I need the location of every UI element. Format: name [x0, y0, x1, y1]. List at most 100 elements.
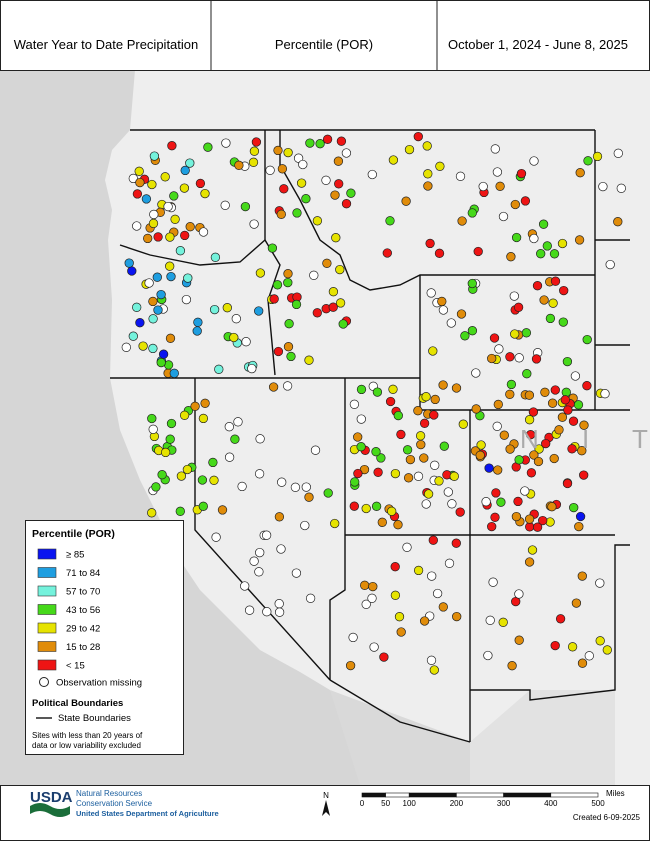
site-marker	[276, 209, 286, 219]
site-marker	[240, 201, 251, 212]
site-marker	[541, 438, 551, 449]
site-marker	[341, 199, 352, 209]
site-marker	[221, 138, 231, 148]
site-marker	[301, 194, 311, 204]
site-marker	[527, 545, 538, 555]
site-marker	[510, 329, 520, 339]
site-marker	[360, 580, 370, 590]
site-marker	[144, 278, 154, 288]
site-marker	[165, 333, 176, 343]
site-marker	[323, 488, 333, 498]
site-marker	[217, 505, 228, 515]
site-marker	[613, 217, 623, 227]
site-marker	[254, 469, 265, 479]
site-marker	[328, 302, 338, 312]
site-marker	[403, 473, 414, 483]
legend-note: data or low variability excluded	[32, 741, 141, 750]
legend-swatch	[37, 567, 57, 578]
site-marker	[471, 368, 481, 378]
site-marker	[458, 419, 468, 429]
site-marker	[575, 511, 586, 522]
site-marker	[371, 447, 381, 457]
site-marker	[487, 353, 497, 364]
site-marker	[493, 399, 503, 410]
site-marker	[335, 298, 346, 308]
site-marker	[483, 650, 493, 661]
site-marker	[540, 387, 550, 397]
site-marker	[361, 503, 371, 514]
site-marker	[279, 184, 289, 194]
site-marker	[387, 506, 397, 516]
site-marker	[220, 200, 230, 210]
site-marker	[255, 434, 265, 444]
site-marker	[179, 410, 190, 420]
site-marker	[379, 652, 389, 662]
site-marker	[437, 296, 447, 307]
site-marker	[153, 232, 163, 242]
footer: USDA Natural Resources Conservation Serv…	[0, 785, 650, 841]
legend-swatch	[37, 585, 57, 597]
site-marker	[284, 319, 294, 329]
site-marker	[234, 160, 244, 170]
site-marker	[200, 398, 210, 408]
scale-label: 400	[544, 799, 558, 808]
legend-title: Percentile (POR)	[32, 528, 115, 540]
legend-subtitle: Political Boundaries	[32, 698, 123, 709]
site-marker	[274, 599, 284, 609]
site-marker	[577, 658, 588, 668]
site-marker	[249, 146, 260, 156]
site-marker	[539, 295, 549, 305]
site-marker	[516, 168, 527, 179]
site-marker	[183, 273, 193, 283]
site-marker	[511, 232, 522, 243]
site-marker	[401, 196, 411, 206]
site-marker	[147, 413, 157, 424]
site-marker	[524, 557, 535, 567]
site-marker	[274, 512, 285, 522]
header-metric: Percentile (POR)	[275, 37, 373, 52]
agency: USDA	[30, 789, 73, 806]
site-marker	[330, 190, 340, 200]
legend-swatch	[37, 548, 57, 560]
site-marker	[402, 445, 413, 455]
site-marker	[185, 158, 195, 168]
site-marker	[393, 520, 403, 530]
site-marker	[419, 616, 430, 626]
site-marker	[265, 165, 275, 175]
site-marker	[179, 183, 190, 193]
site-marker	[547, 398, 558, 408]
site-marker	[388, 155, 399, 165]
site-marker	[507, 661, 517, 671]
site-marker	[135, 177, 145, 188]
site-marker	[447, 499, 457, 509]
site-marker	[557, 412, 568, 422]
site-marker	[568, 416, 579, 426]
site-marker	[249, 556, 259, 566]
site-marker	[467, 208, 477, 218]
site-marker	[169, 368, 179, 378]
site-marker	[575, 168, 585, 178]
site-marker	[151, 482, 161, 492]
site-marker	[230, 434, 240, 444]
site-marker	[198, 413, 209, 424]
site-marker	[460, 331, 470, 341]
site-marker	[385, 396, 396, 407]
site-marker	[361, 599, 371, 609]
site-marker	[132, 302, 142, 312]
site-marker	[309, 270, 319, 280]
legend-label: < 15	[66, 661, 85, 672]
site-marker	[498, 211, 509, 222]
site-marker	[492, 167, 503, 177]
site-marker	[496, 497, 506, 507]
site-marker	[273, 145, 283, 156]
legend-label: 43 to 56	[66, 605, 100, 616]
site-marker	[476, 440, 486, 450]
site-marker	[310, 445, 321, 455]
legend-label: 57 to 70	[66, 587, 100, 598]
site-marker	[197, 475, 208, 485]
site-marker	[451, 383, 462, 393]
site-marker	[208, 457, 218, 468]
site-marker	[481, 497, 491, 507]
site-marker	[160, 447, 171, 458]
